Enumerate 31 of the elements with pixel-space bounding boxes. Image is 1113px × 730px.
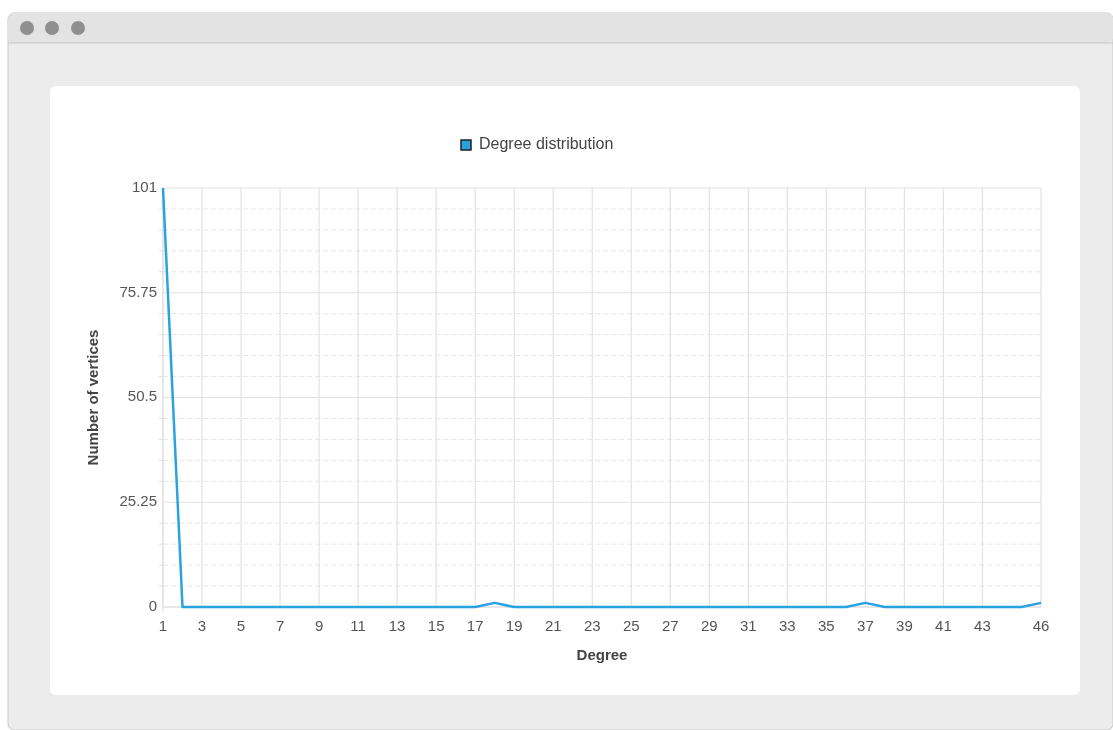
x-tick-label: 3 xyxy=(197,617,207,634)
y-tick-label: 50.5 xyxy=(127,387,157,405)
x-tick-label: 9 xyxy=(314,617,324,634)
x-tick-label: 15 xyxy=(427,617,445,634)
x-tick-label: 11 xyxy=(350,617,366,634)
x-tick-label: 13 xyxy=(388,617,406,634)
x-tick-label: 33 xyxy=(779,617,796,634)
x-tick-label: 41 xyxy=(935,617,952,634)
x-tick-label: 23 xyxy=(583,617,601,634)
x-tick-label: 17 xyxy=(466,617,484,634)
x-tick-label: 27 xyxy=(661,617,679,634)
legend-label: Degree distribution xyxy=(479,135,614,153)
y-tick-label: 25.25 xyxy=(119,492,157,510)
x-tick-label: 46 xyxy=(1032,617,1050,634)
x-tick-label: 43 xyxy=(974,617,991,634)
x-tick-label: 37 xyxy=(857,617,874,634)
y-tick-label: 0 xyxy=(148,596,157,614)
x-tick-label: 5 xyxy=(236,617,246,634)
x-tick-label: 29 xyxy=(700,617,718,634)
x-tick-label: 31 xyxy=(739,617,757,634)
y-tick-label: 75.75 xyxy=(119,282,157,300)
x-tick-label: 39 xyxy=(896,617,913,634)
x-tick-label: 1 xyxy=(158,617,168,634)
x-tick-label: 35 xyxy=(818,617,835,634)
y-tick-label: 101 xyxy=(131,177,157,195)
y-axis-title: Number of vertices xyxy=(84,329,101,466)
x-tick-label: 21 xyxy=(544,617,562,634)
x-tick-label: 25 xyxy=(622,617,640,634)
x-tick-label: 7 xyxy=(275,617,285,634)
x-tick-label: 19 xyxy=(505,617,523,634)
x-axis-title: Degree xyxy=(576,646,628,663)
